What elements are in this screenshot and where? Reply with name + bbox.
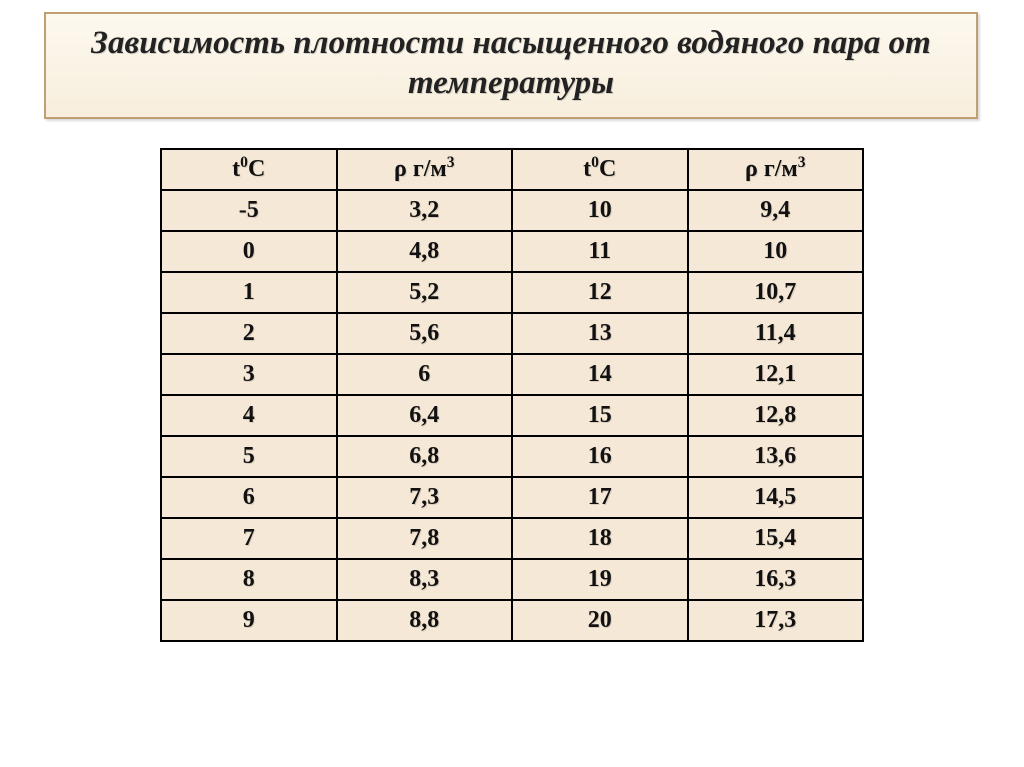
cell: 0	[161, 231, 337, 272]
table-row: 9 8,8 20 17,3	[161, 600, 863, 641]
cell: 1	[161, 272, 337, 313]
col-header-rho1: ρ г/м3	[337, 149, 513, 190]
cell: 12	[512, 272, 688, 313]
cell: 10	[512, 190, 688, 231]
cell: 9	[161, 600, 337, 641]
cell: 13,6	[688, 436, 864, 477]
table-row: 1 5,2 12 10,7	[161, 272, 863, 313]
table-row: -5 3,2 10 9,4	[161, 190, 863, 231]
table-row: 5 6,8 16 13,6	[161, 436, 863, 477]
col-header-rho2: ρ г/м3	[688, 149, 864, 190]
table-body: -5 3,2 10 9,4 0 4,8 11 10 1 5,2 12 10,7 …	[161, 190, 863, 641]
cell: 3,2	[337, 190, 513, 231]
cell: 12,8	[688, 395, 864, 436]
table-row: 3 6 14 12,1	[161, 354, 863, 395]
cell: 16	[512, 436, 688, 477]
table-row: 8 8,3 19 16,3	[161, 559, 863, 600]
cell: 6,8	[337, 436, 513, 477]
cell: 18	[512, 518, 688, 559]
table-row: 4 6,4 15 12,8	[161, 395, 863, 436]
cell: 13	[512, 313, 688, 354]
col-header-t2: t0C	[512, 149, 688, 190]
cell: 16,3	[688, 559, 864, 600]
cell: 8	[161, 559, 337, 600]
cell: 11,4	[688, 313, 864, 354]
table-header-row: t0C ρ г/м3 t0C ρ г/м3	[161, 149, 863, 190]
cell: 9,4	[688, 190, 864, 231]
cell: 15	[512, 395, 688, 436]
cell: 19	[512, 559, 688, 600]
cell: -5	[161, 190, 337, 231]
cell: 6	[337, 354, 513, 395]
page-title: Зависимость плотности насыщенного водяно…	[66, 24, 956, 103]
table-row: 0 4,8 11 10	[161, 231, 863, 272]
cell: 6	[161, 477, 337, 518]
cell: 15,4	[688, 518, 864, 559]
cell: 6,4	[337, 395, 513, 436]
cell: 8,3	[337, 559, 513, 600]
table-row: 2 5,6 13 11,4	[161, 313, 863, 354]
cell: 17	[512, 477, 688, 518]
cell: 12,1	[688, 354, 864, 395]
cell: 7,8	[337, 518, 513, 559]
table-row: 7 7,8 18 15,4	[161, 518, 863, 559]
cell: 5	[161, 436, 337, 477]
cell: 10	[688, 231, 864, 272]
cell: 4	[161, 395, 337, 436]
vapor-density-table: t0C ρ г/м3 t0C ρ г/м3 -5 3,2 10 9,4 0 4,…	[160, 148, 864, 642]
cell: 7,3	[337, 477, 513, 518]
cell: 7	[161, 518, 337, 559]
cell: 14	[512, 354, 688, 395]
cell: 3	[161, 354, 337, 395]
col-header-t1: t0C	[161, 149, 337, 190]
cell: 2	[161, 313, 337, 354]
cell: 5,6	[337, 313, 513, 354]
cell: 14,5	[688, 477, 864, 518]
table-container: t0C ρ г/м3 t0C ρ г/м3 -5 3,2 10 9,4 0 4,…	[160, 148, 864, 642]
cell: 5,2	[337, 272, 513, 313]
cell: 17,3	[688, 600, 864, 641]
title-box: Зависимость плотности насыщенного водяно…	[44, 12, 978, 119]
cell: 10,7	[688, 272, 864, 313]
table-row: 6 7,3 17 14,5	[161, 477, 863, 518]
cell: 4,8	[337, 231, 513, 272]
cell: 20	[512, 600, 688, 641]
cell: 8,8	[337, 600, 513, 641]
cell: 11	[512, 231, 688, 272]
